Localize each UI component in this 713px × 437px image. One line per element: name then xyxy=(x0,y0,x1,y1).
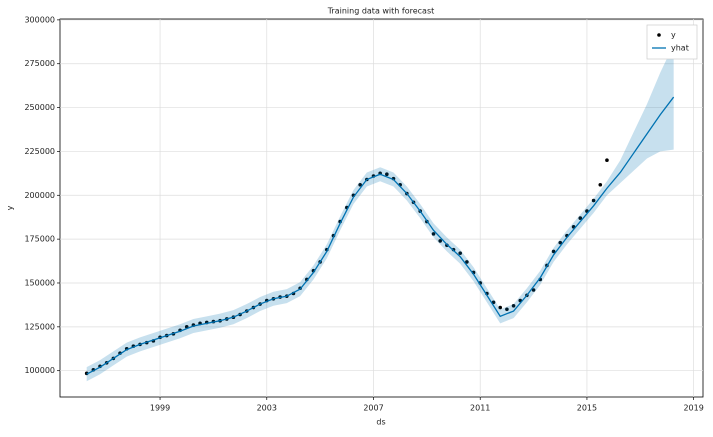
data-point xyxy=(591,198,596,203)
y-tick-label: 225000 xyxy=(24,147,55,156)
data-point xyxy=(511,303,516,308)
data-point xyxy=(598,182,603,187)
y-tick-label: 275000 xyxy=(24,59,55,68)
y-tick-label: 200000 xyxy=(24,191,55,200)
y-tick-label: 150000 xyxy=(24,278,55,287)
legend-marker xyxy=(657,33,661,37)
x-tick-label: 2003 xyxy=(257,404,277,413)
data-point xyxy=(558,240,563,245)
y-tick-label: 175000 xyxy=(24,235,55,244)
data-point xyxy=(458,251,463,255)
forecast-interval xyxy=(86,44,674,382)
data-point xyxy=(358,182,362,187)
x-tick-label: 2007 xyxy=(363,404,383,413)
x-tick-label: 2015 xyxy=(577,404,597,413)
grid xyxy=(60,19,703,397)
data-point xyxy=(431,232,436,236)
x-tick-label: 2011 xyxy=(470,404,490,413)
data-point xyxy=(505,307,509,312)
x-tick-label: 2019 xyxy=(683,404,703,413)
data-point xyxy=(498,305,503,310)
x-axis-label: ds xyxy=(376,418,385,427)
x-tick-label: 1999 xyxy=(150,404,170,413)
data-point xyxy=(438,239,442,243)
y-axis-label: y xyxy=(6,205,15,210)
data-point xyxy=(385,172,389,177)
y-tick-label: 300000 xyxy=(24,15,55,24)
y-tick-label: 125000 xyxy=(24,322,55,331)
data-point xyxy=(465,260,469,264)
data-point xyxy=(578,216,583,220)
legend-label: y xyxy=(671,31,676,40)
chart-title: Training data with forecast xyxy=(327,7,435,16)
data-point xyxy=(531,288,536,292)
legend-label: yhat xyxy=(671,44,689,53)
legend-box xyxy=(646,24,698,60)
data-point xyxy=(605,158,609,163)
plot-frame xyxy=(59,18,704,398)
y-tick-label: 100000 xyxy=(24,366,55,375)
data-point xyxy=(551,249,556,254)
y-tick-label: 250000 xyxy=(24,103,55,112)
forecast-line xyxy=(86,96,675,375)
